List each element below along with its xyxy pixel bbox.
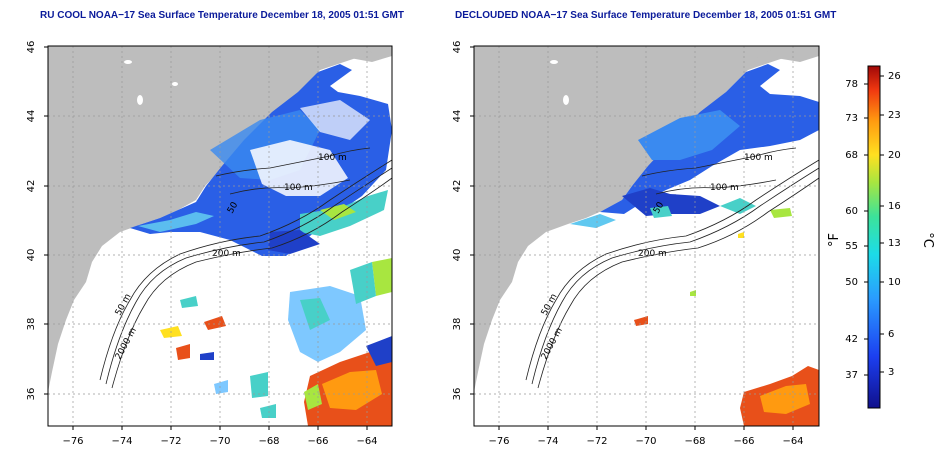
contour-label: 200 m	[638, 249, 667, 259]
left-map-title: RU COOL NOAA−17 Sea Surface Temperature …	[40, 10, 404, 21]
lon-tick-label: −70	[209, 436, 230, 447]
lon-tick-label: −68	[684, 436, 705, 447]
c-tick-label: 13	[888, 238, 901, 249]
lat-tick-label: 42	[452, 180, 463, 193]
c-tick-label: 26	[888, 71, 901, 82]
lon-tick-label: −74	[111, 436, 132, 447]
celsius-scale: 26 23 20 16 13 10 6 3 °C	[888, 71, 935, 378]
lat-tick-label: 44	[452, 110, 463, 123]
f-tick-label: 73	[845, 113, 858, 124]
lat-tick-label: 44	[26, 110, 37, 123]
c-tick-label: 16	[888, 201, 901, 212]
lat-tick-label: 42	[26, 180, 37, 193]
lat-tick-label: 40	[26, 249, 37, 262]
lat-tick-label: 38	[26, 318, 37, 331]
f-tick-label: 60	[845, 206, 858, 217]
lat-axis: 46 44 42 40 38 36	[26, 41, 37, 401]
contour-label: 100 m	[744, 153, 773, 163]
lon-tick-label: −74	[537, 436, 558, 447]
lon-tick-label: −66	[307, 436, 328, 447]
lat-tick-label: 38	[452, 318, 463, 331]
warm-water-patches	[634, 290, 819, 426]
warm-water-patches	[160, 258, 392, 426]
c-tick-label: 6	[888, 329, 894, 340]
lon-tick-label: −64	[782, 436, 803, 447]
f-tick-label: 42	[845, 334, 858, 345]
lon-tick-label: −68	[258, 436, 279, 447]
lon-tick-label: −76	[62, 436, 83, 447]
lon-tick-label: −72	[586, 436, 607, 447]
f-tick-label: 78	[845, 79, 858, 90]
map-grid	[48, 46, 392, 426]
lat-tick-label: 40	[452, 249, 463, 262]
lon-tick-label: −66	[733, 436, 754, 447]
contour-label: 100 m	[710, 183, 739, 193]
bathymetry-contours	[99, 147, 393, 389]
colorbar: 78 73 68 60 55 50 42 37 °F 26 23 20 16 1…	[827, 65, 935, 409]
c-tick-label: 20	[888, 150, 901, 161]
lat-tick-label: 36	[452, 388, 463, 401]
contour-label: 200 m	[212, 249, 241, 259]
lon-tick-label: −72	[160, 436, 181, 447]
celsius-label: °C	[920, 232, 935, 248]
contour-label: 100 m	[318, 153, 347, 163]
lat-tick-label: 36	[26, 388, 37, 401]
left-map-panel: 100 m 100 m 50 200 m 50 m 2000 m −	[26, 41, 393, 447]
land-mass	[474, 46, 819, 392]
c-tick-label: 3	[888, 367, 894, 378]
lon-tick-label: −70	[635, 436, 656, 447]
right-map-title: DECLOUDED NOAA−17 Sea Surface Temperatur…	[455, 10, 837, 21]
contour-label: 100 m	[284, 183, 313, 193]
f-tick-label: 55	[845, 241, 858, 252]
colorbar-scale	[867, 65, 881, 409]
c-tick-label: 10	[888, 277, 901, 288]
map-grid	[474, 46, 819, 426]
lon-axis: −76 −74 −72 −70 −68 −66 −64	[62, 436, 377, 447]
land-mass	[48, 46, 392, 392]
f-tick-label: 37	[845, 370, 858, 381]
lon-axis: −76 −74 −72 −70 −68 −66 −64	[488, 436, 803, 447]
fahrenheit-label: °F	[827, 233, 842, 247]
f-tick-label: 50	[845, 277, 858, 288]
bathymetry-contours	[525, 147, 820, 389]
lat-axis: 46 44 42 40 38 36	[452, 41, 463, 401]
f-tick-label: 68	[845, 150, 858, 161]
lat-tick-label: 46	[26, 41, 37, 54]
lat-tick-label: 46	[452, 41, 463, 54]
right-map-panel: 100 m 100 m 50 200 m 50 m 2000 m −76 −	[452, 41, 820, 447]
lon-tick-label: −76	[488, 436, 509, 447]
fahrenheit-scale: 78 73 68 60 55 50 42 37 °F	[827, 79, 858, 381]
c-tick-label: 23	[888, 110, 901, 121]
lon-tick-label: −64	[356, 436, 377, 447]
